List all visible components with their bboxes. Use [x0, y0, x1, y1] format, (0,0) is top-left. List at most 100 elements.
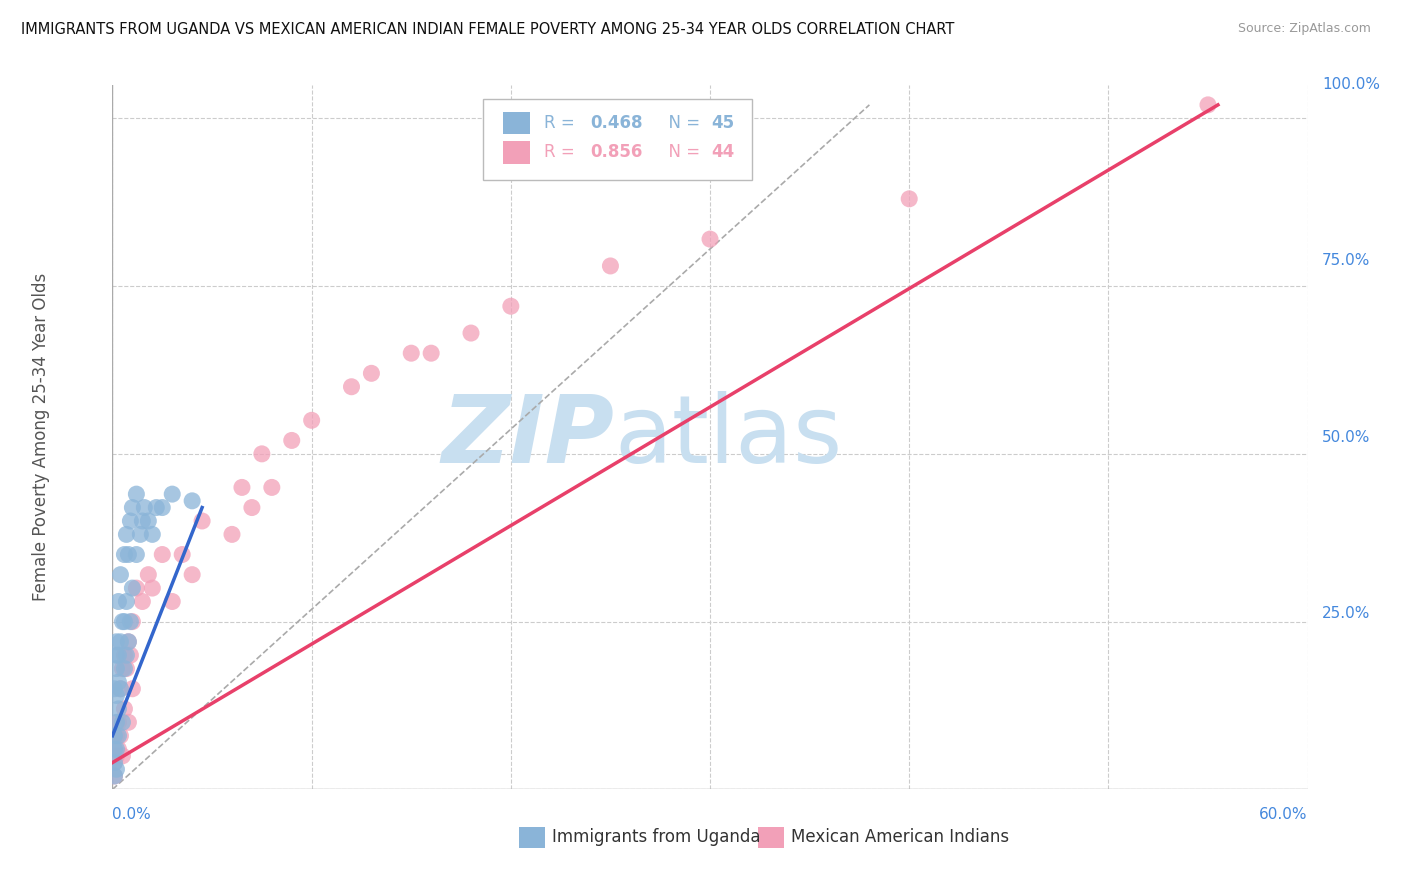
Point [105, 715, 128, 730]
Point [898, 192, 921, 206]
Point [181, 567, 204, 582]
Point [103, 681, 125, 696]
Point [117, 634, 139, 648]
Point [115, 594, 138, 608]
Text: 75.0%: 75.0% [1322, 253, 1371, 268]
Point [105, 729, 128, 743]
Point [401, 346, 423, 360]
Point [120, 648, 142, 663]
Point [138, 567, 160, 582]
Point [115, 527, 138, 541]
Point [172, 548, 194, 562]
Point [114, 702, 135, 716]
Point [250, 447, 273, 461]
Point [115, 662, 138, 676]
Point [107, 702, 129, 716]
Point [125, 581, 148, 595]
Text: 100.0%: 100.0% [1322, 78, 1379, 92]
Point [162, 594, 183, 608]
Point [114, 662, 135, 676]
Point [120, 615, 142, 629]
Point [121, 500, 143, 515]
Point [301, 413, 323, 427]
Point [103, 769, 125, 783]
Point [150, 548, 173, 562]
Point [117, 634, 139, 648]
Point [105, 762, 128, 776]
Text: IMMIGRANTS FROM UGANDA VS MEXICAN AMERICAN INDIAN FEMALE POVERTY AMONG 25-34 YEA: IMMIGRANTS FROM UGANDA VS MEXICAN AMERIC… [21, 22, 955, 37]
Point [110, 681, 132, 696]
Point [110, 681, 132, 696]
Point [120, 514, 142, 528]
Point [110, 634, 132, 648]
Point [117, 548, 139, 562]
Point [260, 480, 283, 494]
Text: 44: 44 [711, 144, 735, 161]
Bar [758, 827, 785, 848]
Text: 0.0%: 0.0% [112, 807, 152, 822]
Text: 45: 45 [711, 114, 735, 132]
Point [114, 648, 135, 663]
Point [121, 615, 143, 629]
Point [107, 648, 129, 663]
Point [105, 742, 128, 756]
Point [114, 548, 135, 562]
Point [103, 742, 125, 756]
Text: 0.468: 0.468 [589, 114, 643, 132]
Text: 50.0%: 50.0% [1322, 430, 1371, 444]
Point [103, 756, 125, 770]
Text: 60.0%: 60.0% [1260, 807, 1308, 822]
Point [105, 648, 128, 663]
Point [125, 487, 148, 501]
Point [121, 581, 143, 595]
Point [107, 594, 129, 608]
Point [231, 480, 253, 494]
Text: 0.856: 0.856 [589, 144, 643, 161]
Point [129, 527, 152, 541]
Point [105, 662, 128, 676]
Point [420, 346, 443, 360]
Point [105, 689, 128, 703]
Point [340, 380, 363, 394]
Point [103, 729, 125, 743]
Point [131, 594, 153, 608]
Point [114, 615, 135, 629]
Point [105, 634, 128, 648]
Point [499, 299, 522, 313]
Text: N =: N = [658, 114, 706, 132]
Point [138, 514, 160, 528]
Point [107, 742, 129, 756]
Point [111, 748, 134, 763]
Point [111, 662, 134, 676]
Point [460, 326, 482, 340]
Point [117, 715, 139, 730]
Text: atlas: atlas [614, 391, 842, 483]
Point [107, 715, 129, 730]
Text: Female Poverty Among 25-34 Year Olds: Female Poverty Among 25-34 Year Olds [32, 273, 49, 601]
Point [131, 514, 153, 528]
Point [221, 527, 243, 541]
Point [141, 581, 163, 595]
Point [111, 615, 134, 629]
Point [121, 681, 143, 696]
Text: ZIP: ZIP [441, 391, 614, 483]
Point [699, 232, 721, 246]
Point [181, 493, 204, 508]
Point [107, 675, 129, 690]
Bar [519, 827, 546, 848]
Point [107, 729, 129, 743]
Text: R =: R = [544, 144, 581, 161]
Point [110, 567, 132, 582]
Point [125, 548, 148, 562]
Text: N =: N = [658, 144, 706, 161]
Point [191, 514, 214, 528]
Point [103, 769, 125, 783]
Point [134, 500, 156, 515]
Point [281, 434, 304, 448]
Text: R =: R = [544, 114, 581, 132]
Point [105, 748, 128, 763]
Bar [503, 141, 530, 163]
Text: Mexican American Indians: Mexican American Indians [792, 829, 1010, 847]
Point [599, 259, 621, 273]
Point [145, 500, 167, 515]
